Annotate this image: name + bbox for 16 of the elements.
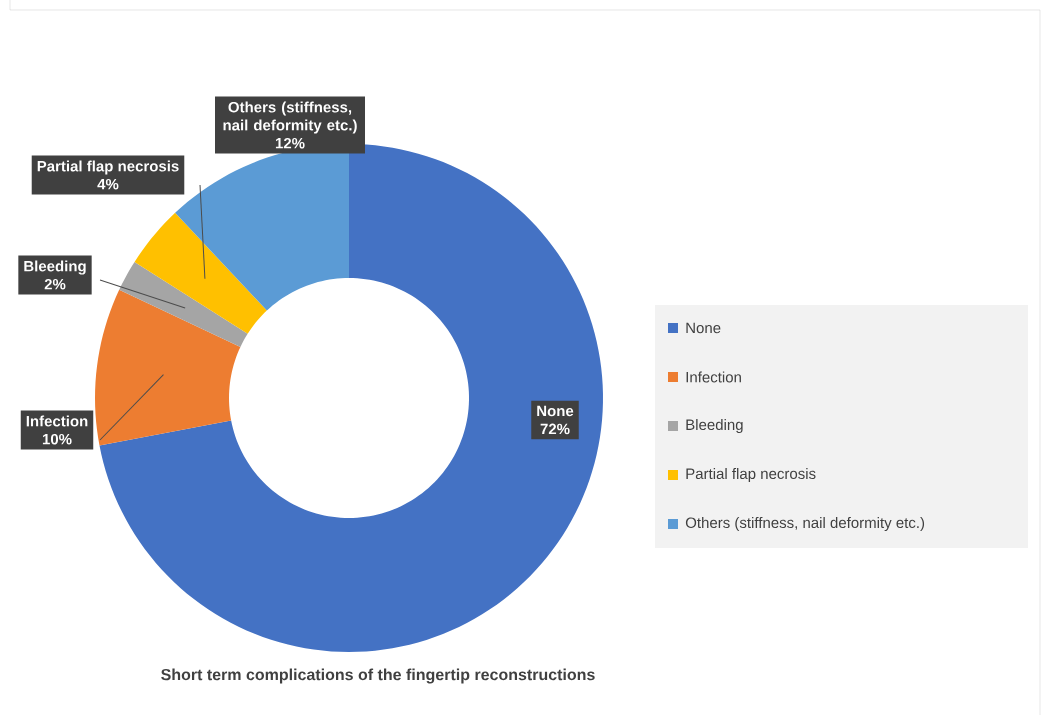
data-label: 4%	[97, 178, 119, 190]
legend-label: Partial flap necrosis	[686, 468, 816, 482]
slice-label: Bleeding	[24, 260, 86, 275]
legend-label: Bleeding	[686, 419, 743, 433]
slice-label: Infection	[26, 415, 88, 427]
legend-label: Infection	[686, 371, 741, 383]
slice-label: Partial flap necrosis	[37, 160, 179, 175]
data-label: 2%	[44, 278, 66, 290]
data-label: 72%	[540, 423, 570, 435]
legend-label: None	[686, 322, 721, 334]
slice-label: None	[537, 405, 574, 417]
data-label: 12%	[275, 137, 305, 149]
slice-label: Others (stiffness, nail deformity etc.)	[223, 101, 357, 134]
legend-label: Others (stiffness, nail deformity etc.)	[685, 517, 925, 531]
text: Short term complications of the fingertip reconstructions	[161, 668, 595, 684]
data-label: 10%	[42, 433, 72, 445]
